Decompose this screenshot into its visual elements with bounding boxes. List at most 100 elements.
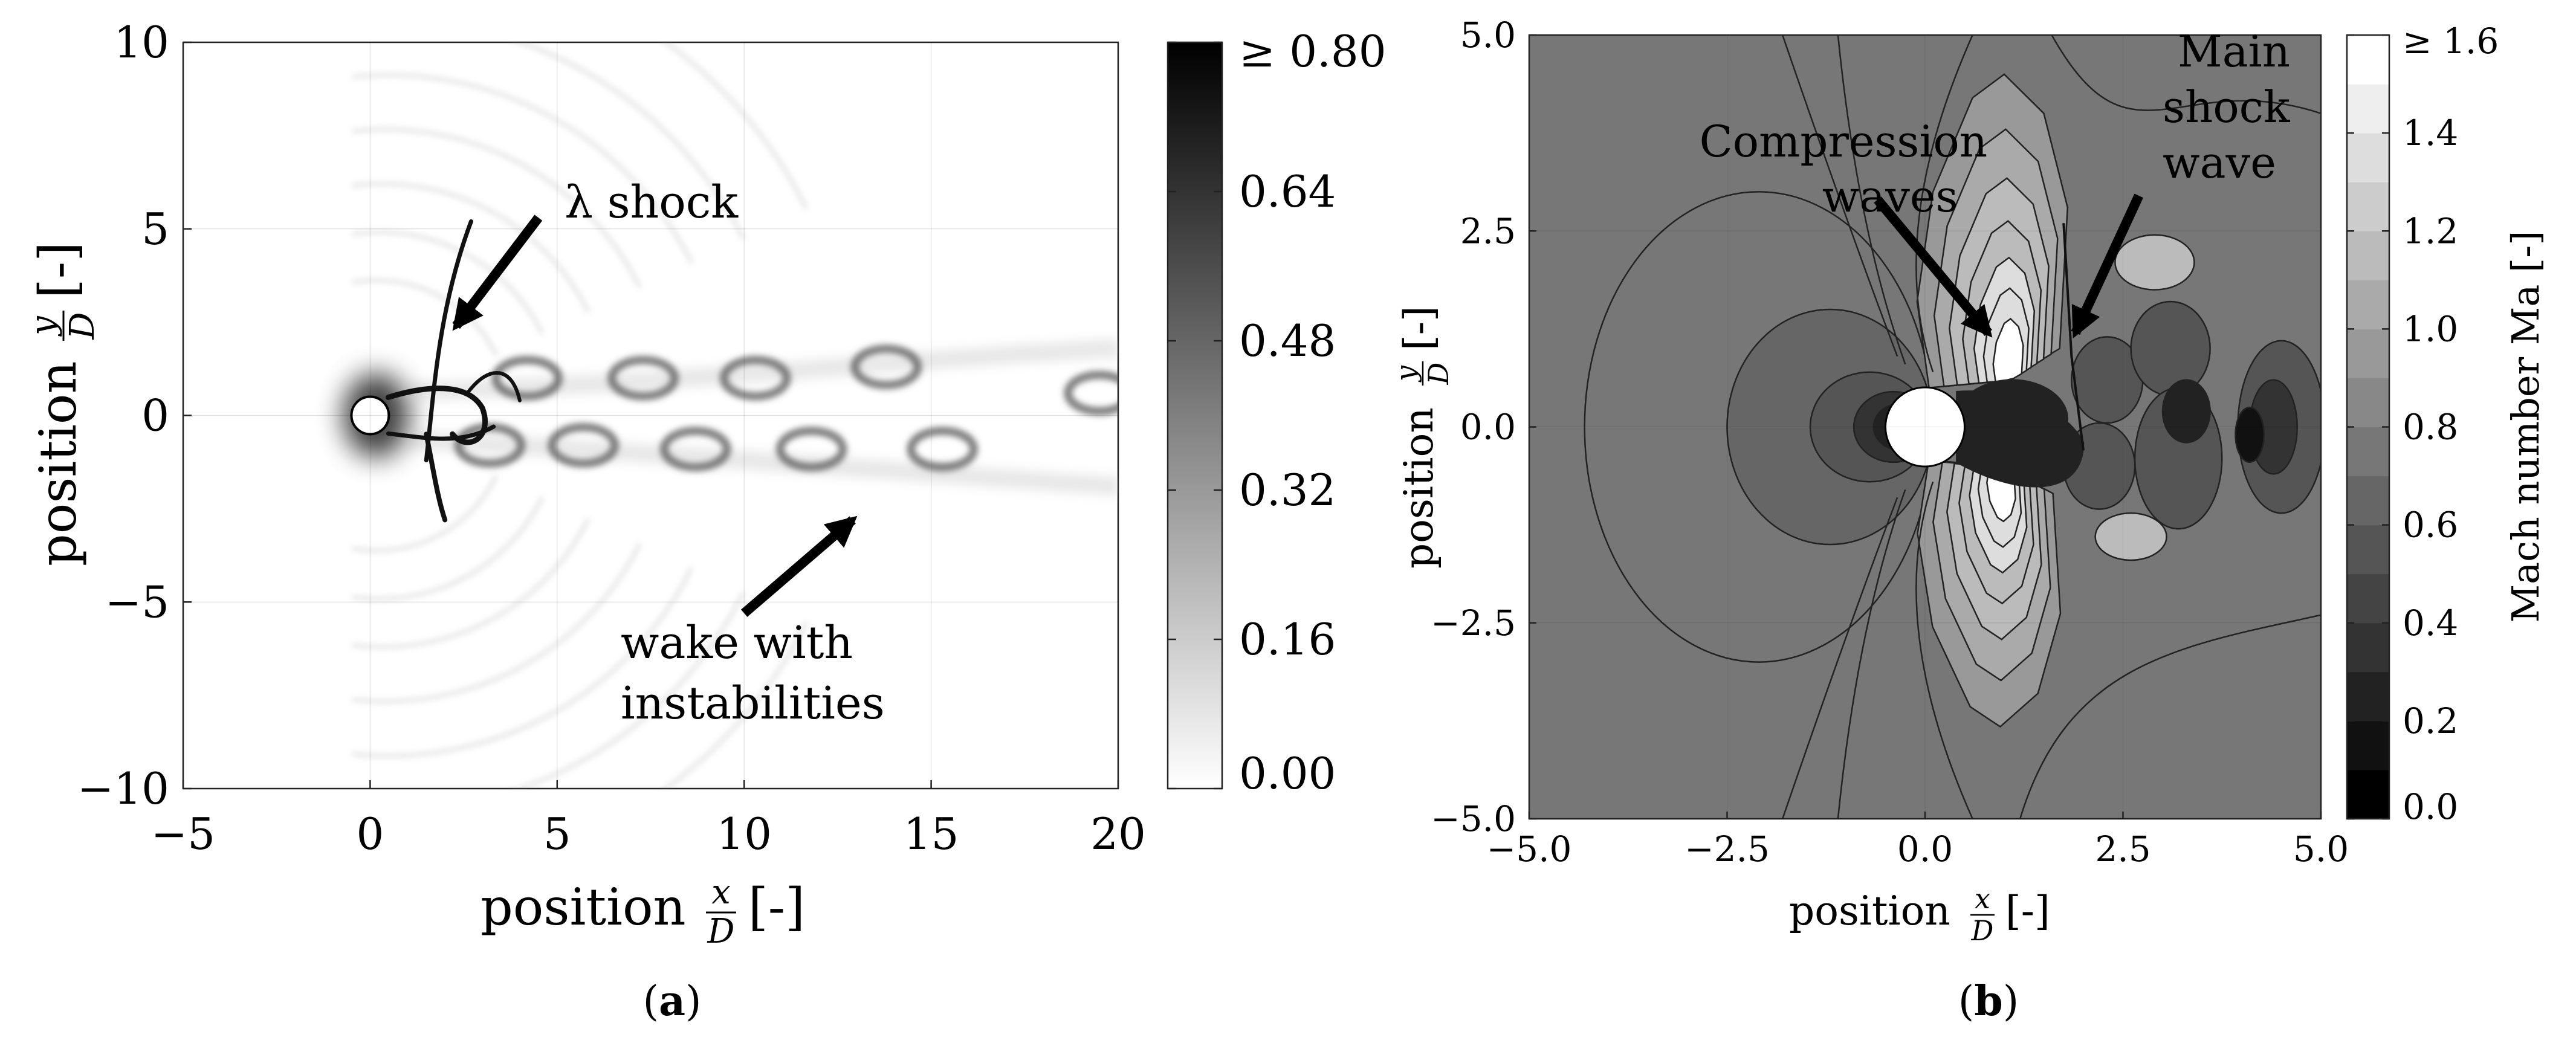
colorbar-tick-label: 0.48 xyxy=(1239,315,1336,366)
panel-a-yfrac-num: y xyxy=(24,315,63,337)
near-wake xyxy=(385,219,522,523)
panel-a-colorbar: 0.00 0.16 0.32 0.48 0.64 ≥ 0.80 xyxy=(1167,26,1387,799)
colorbar-tick-label: 0.6 xyxy=(2403,505,2458,546)
x-tick-label: −2.5 xyxy=(1684,828,1770,870)
vortex xyxy=(607,355,679,401)
panel-b-colorbar-ticks: 0.0 0.2 0.4 0.6 0.8 1.0 1.2 1.4 ≥ 1.6 xyxy=(2347,21,2499,827)
lambda-shock-upper xyxy=(424,219,473,463)
panel-a-annotations: λ shock wake with instabilities xyxy=(452,176,885,729)
cylinder xyxy=(350,395,390,436)
colorbar-step xyxy=(2347,476,2389,526)
main-shock-arrow xyxy=(2071,193,2143,339)
panel-b-ylabel-text: position xyxy=(1396,407,1442,569)
colorbar-step xyxy=(2347,35,2389,85)
panel-a-colorbar-ticks: 0.00 0.16 0.32 0.48 0.64 ≥ 0.80 xyxy=(1168,26,1387,799)
acoustic-arc xyxy=(351,474,498,552)
vortex xyxy=(659,427,731,472)
colorbar-tick-label: 1.4 xyxy=(2403,112,2458,153)
colorbar-step xyxy=(2347,622,2389,673)
shed-vortex-curl xyxy=(465,370,522,402)
panel-b-caption-letter: b xyxy=(1974,977,2003,1025)
acoustic-arc xyxy=(352,128,642,289)
colorbar-tick-label: ≥ 1.6 xyxy=(2403,21,2499,62)
y-tick-label: −5 xyxy=(105,576,169,627)
contour-line xyxy=(1915,35,1973,373)
panel-a-plot-area xyxy=(182,41,1119,790)
panel-b-xlabel-text: position xyxy=(1789,888,1950,934)
y-tick-label: 5 xyxy=(141,204,169,254)
acoustic-arc xyxy=(352,567,693,758)
panel-b-xfrac-num: x xyxy=(1975,882,1990,915)
mach-contour-upper xyxy=(1992,317,2024,383)
y-tick-label: 0.0 xyxy=(1460,407,1516,448)
panel-b-yfrac-den: D xyxy=(1422,363,1455,386)
colorbar-step xyxy=(2347,182,2389,231)
colorbar-step xyxy=(2347,671,2389,722)
wake-band-upper xyxy=(406,339,1118,401)
lambda-shock-arrow xyxy=(452,215,543,331)
acoustic-arc xyxy=(352,73,693,264)
panel-b-y-axis-label: position y D [-] xyxy=(1390,306,1455,569)
panel-b-ticks: −5.0 −2.5 0.0 2.5 5.0 −5.0 −2.5 0.0 2.5 5.0 xyxy=(1431,15,2349,870)
colorbar-tick-label: 0.4 xyxy=(2403,602,2458,644)
acoustic-arc xyxy=(352,496,544,601)
wake-contour xyxy=(2094,512,2167,561)
x-tick-label: 20 xyxy=(1090,809,1146,859)
colorbar-tick-label: 0.00 xyxy=(1239,748,1336,799)
colorbar-tick-label: 0.2 xyxy=(2403,700,2458,741)
x-tick-label: 15 xyxy=(904,809,959,859)
y-tick-label: −10 xyxy=(77,763,169,814)
panel-b-caption: (b) xyxy=(1958,977,2019,1025)
acoustic-arc xyxy=(351,279,498,357)
vortex xyxy=(850,344,922,390)
wake-contour xyxy=(2235,406,2265,463)
panel-a-ylabel-text: position xyxy=(28,361,88,566)
panel-a-colorbar-gradient xyxy=(1167,41,1223,790)
colorbar-tick-label: 0.8 xyxy=(2403,407,2458,448)
x-tick-label: −5.0 xyxy=(1487,828,1572,870)
panel-a-xfrac-num: x xyxy=(711,873,731,912)
colorbar-tick-label: 0.32 xyxy=(1239,465,1336,515)
acoustic-arc xyxy=(515,42,745,240)
wake-region xyxy=(1956,234,2321,561)
supersonic-lobes xyxy=(1916,73,2069,728)
panel-a-xlabel-text: position xyxy=(481,877,686,937)
x-tick-label: 5.0 xyxy=(2293,828,2349,870)
colorbar-tick-label: 1.2 xyxy=(2403,210,2458,251)
lambda-shock-label: λ shock xyxy=(565,176,739,228)
wake-label-line: wake with xyxy=(621,617,853,669)
y-tick-label: −2.5 xyxy=(1431,602,1516,644)
vortex xyxy=(907,427,979,472)
y-tick-label: 0 xyxy=(141,390,169,441)
colorbar-tick-label: ≥ 0.80 xyxy=(1239,26,1387,77)
cylinder xyxy=(1885,386,1966,468)
panel-a-caption: (a) xyxy=(642,977,701,1025)
panel-b-colorbar: 0.0 0.2 0.4 0.6 0.8 1.0 1.2 1.4 ≥ 1.6 Mach numbe… xyxy=(2346,21,2548,827)
colorbar-step xyxy=(2347,525,2389,575)
wake-label-line: instabilities xyxy=(621,677,885,729)
panel-a-xunit: [-] xyxy=(748,877,805,937)
wake-contour xyxy=(2114,234,2195,291)
contour-line xyxy=(2019,614,2321,819)
colorbar-step xyxy=(2347,720,2389,770)
contour-line xyxy=(1837,35,1906,365)
colorbar-tick-label: 0.0 xyxy=(2403,786,2458,827)
colorbar-step xyxy=(2347,378,2389,427)
panel-b-yunit: [-] xyxy=(1396,306,1442,350)
main-shock-label-line: wave xyxy=(2163,137,2276,188)
acoustic-waves xyxy=(351,42,808,789)
panel-b-colorbar-steps xyxy=(2347,35,2389,819)
panel-b-field xyxy=(1529,35,2321,819)
colorbar-step xyxy=(2347,133,2389,182)
panel-b-x-axis-label: position x D [-] xyxy=(1789,882,2050,947)
panel-a-xfrac-den: D xyxy=(707,912,735,951)
x-tick-label: 10 xyxy=(716,809,772,859)
panel-a-caption-letter: a xyxy=(659,977,685,1025)
vortex xyxy=(1064,370,1118,416)
y-tick-label: −5.0 xyxy=(1431,798,1516,839)
colorbar-tick-label: 0.16 xyxy=(1239,614,1336,665)
colorbar-step xyxy=(2347,573,2389,624)
panel-a-y-axis-label: position y D [-] xyxy=(24,242,102,566)
